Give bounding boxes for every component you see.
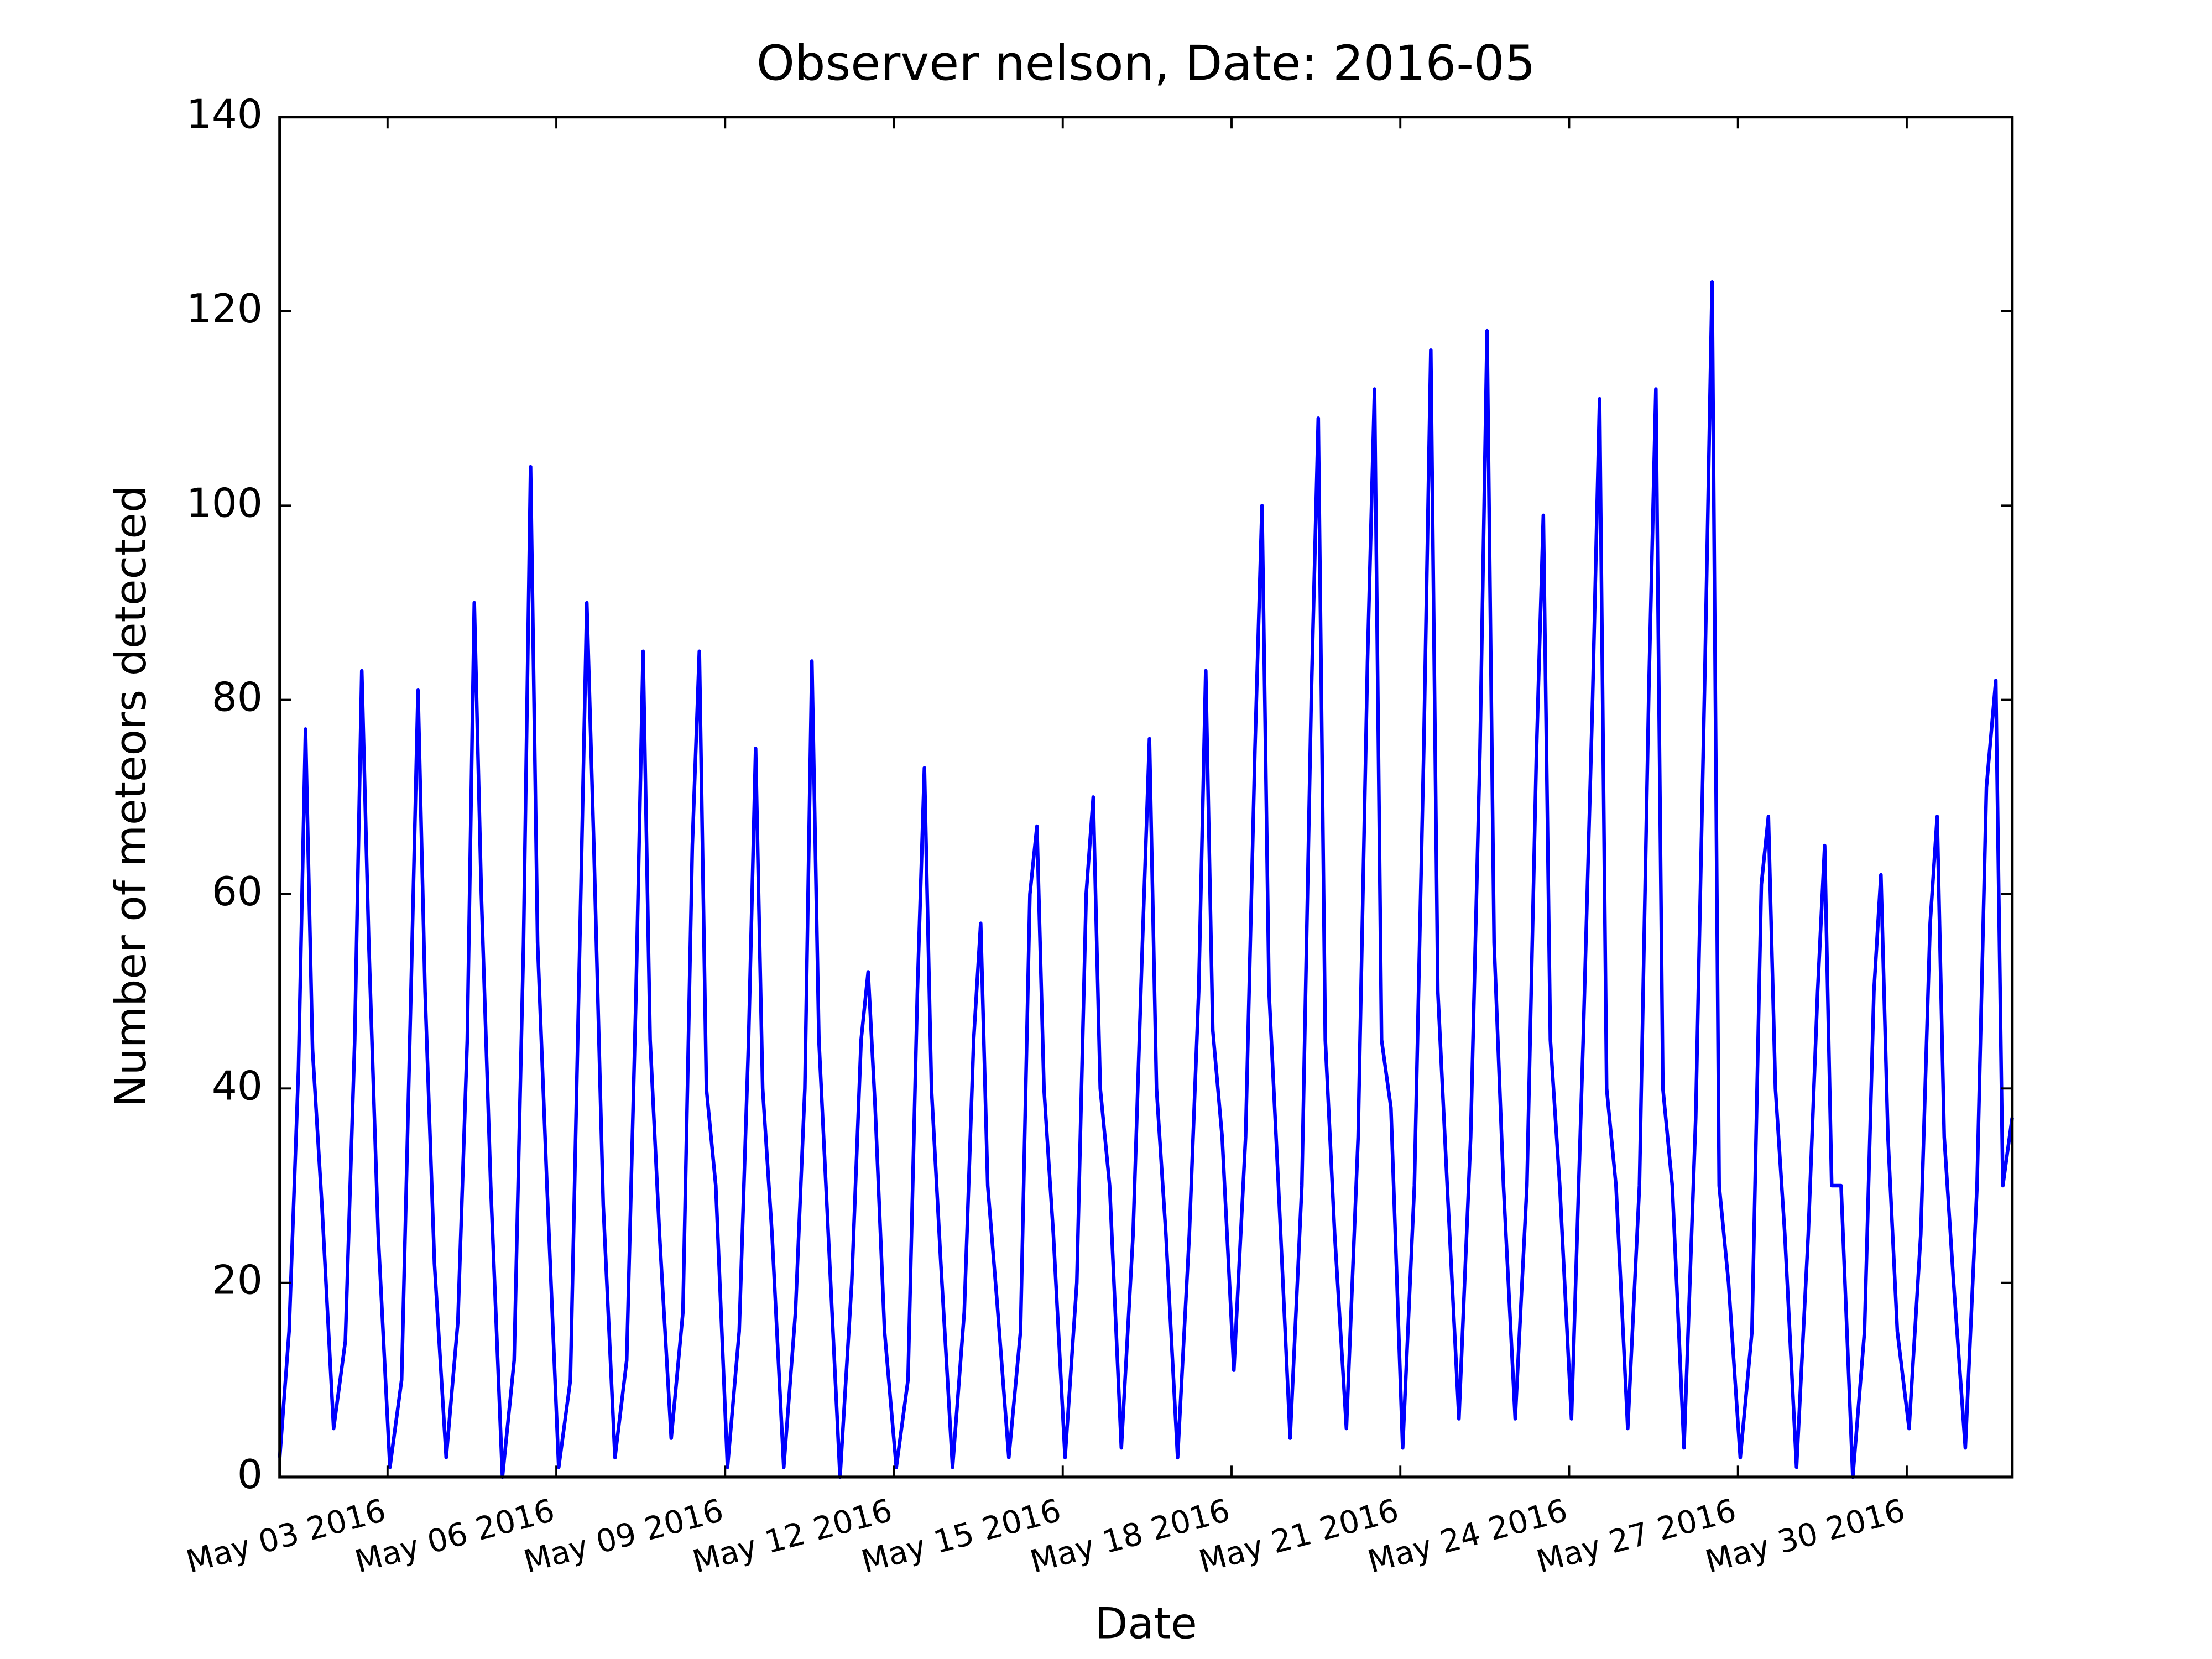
chart-title: Observer nelson, Date: 2016-05 [757,35,1536,92]
y-tick-label: 80 [212,675,263,721]
y-axis-label: Number of meteors detected [106,486,156,1107]
y-tick-label: 40 [212,1063,263,1109]
y-tick-label: 140 [186,92,263,138]
y-tick-label: 20 [212,1258,263,1304]
y-tick-label: 120 [186,286,263,332]
x-axis-label: Date [1095,1599,1197,1649]
y-tick-label: 100 [186,480,263,526]
data-line [278,280,2014,1479]
y-tick-label: 60 [212,869,263,915]
y-tick-label: 0 [237,1452,263,1498]
plot-frame [278,116,2014,1479]
